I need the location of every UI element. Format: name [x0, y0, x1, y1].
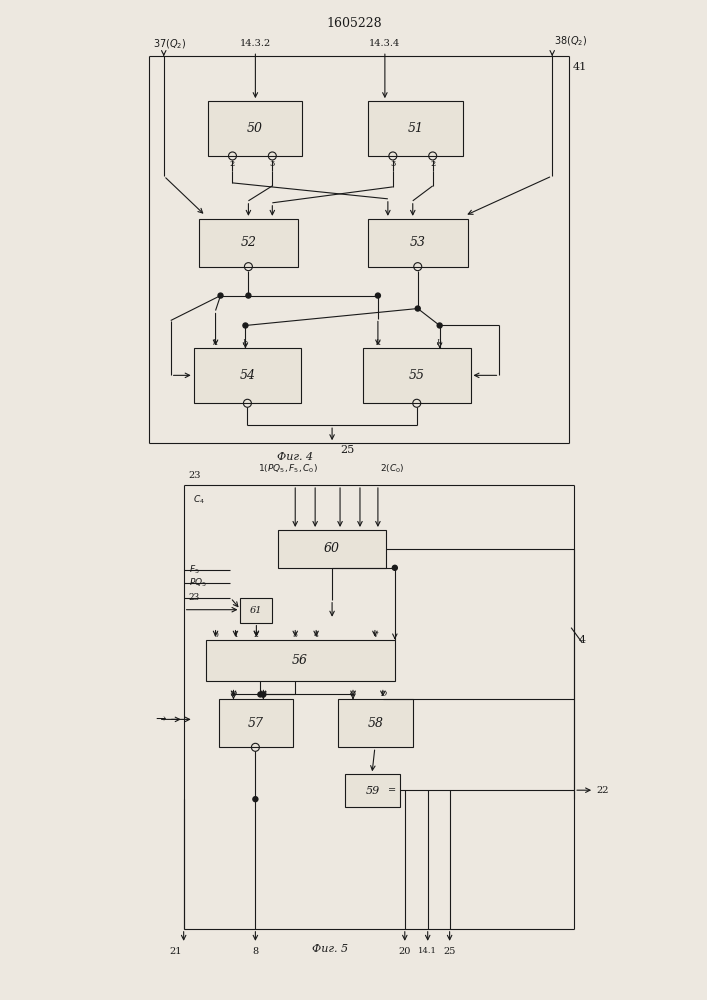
Text: C: C [260, 690, 267, 698]
Circle shape [258, 692, 263, 697]
Text: 4: 4 [579, 635, 586, 645]
Text: 55: 55 [409, 369, 425, 382]
Text: 3: 3 [269, 160, 275, 168]
Text: k: k [243, 339, 248, 347]
Bar [368, 219, 467, 267]
Text: 20: 20 [399, 947, 411, 956]
Text: 51: 51 [407, 122, 423, 135]
Bar [345, 774, 400, 807]
Text: 14.1: 14.1 [419, 947, 437, 955]
Text: 21: 21 [169, 947, 182, 956]
Circle shape [253, 797, 258, 802]
Text: 2: 2 [230, 160, 235, 168]
Text: V: V [372, 631, 378, 639]
Text: 3: 3 [390, 160, 395, 168]
Text: 41: 41 [573, 62, 588, 72]
Text: 1605228: 1605228 [326, 17, 382, 30]
Text: 54: 54 [240, 369, 255, 382]
Text: 61: 61 [250, 606, 262, 615]
Bar [199, 219, 298, 267]
Text: 3: 3 [293, 631, 298, 639]
Circle shape [261, 692, 266, 697]
Bar [363, 348, 471, 403]
Text: 2: 2 [254, 631, 259, 639]
Text: 22: 22 [596, 786, 609, 795]
Text: =: = [387, 786, 396, 795]
Text: 23: 23 [189, 593, 200, 602]
Circle shape [246, 293, 251, 298]
Text: $F_5$: $F_5$ [189, 564, 199, 576]
Text: 56: 56 [292, 654, 308, 667]
Bar [240, 598, 272, 623]
Text: C: C [350, 690, 356, 698]
Bar [218, 699, 293, 747]
Text: $2(C_0)$: $2(C_0)$ [380, 463, 404, 475]
Text: k: k [213, 339, 218, 347]
Text: k: k [437, 339, 442, 347]
Circle shape [415, 306, 420, 311]
Circle shape [243, 323, 248, 328]
Text: 25: 25 [443, 947, 456, 956]
Text: Фиг. 4: Фиг. 4 [277, 452, 313, 462]
Text: 4: 4 [314, 631, 319, 639]
Text: 60: 60 [324, 542, 340, 555]
Text: 50: 50 [247, 122, 263, 135]
Text: $38(Q_2)$: $38(Q_2)$ [554, 35, 588, 48]
Text: 8: 8 [252, 947, 259, 956]
Bar [194, 348, 301, 403]
Text: 1: 1 [233, 631, 238, 639]
Text: $1(PQ_5,F_5,C_0)$: $1(PQ_5,F_5,C_0)$ [258, 463, 318, 475]
Circle shape [375, 293, 380, 298]
Circle shape [437, 323, 442, 328]
Bar [208, 101, 302, 156]
Circle shape [218, 293, 223, 298]
Text: 53: 53 [410, 236, 426, 249]
Text: D: D [230, 690, 237, 698]
Text: Фиг. 5: Фиг. 5 [312, 944, 348, 954]
Text: 14.3.4: 14.3.4 [369, 39, 400, 48]
Text: D: D [380, 690, 386, 698]
Text: 14.3.2: 14.3.2 [240, 39, 271, 48]
Bar [279, 530, 386, 568]
Text: k: k [375, 339, 380, 347]
Text: 59: 59 [366, 786, 380, 796]
Text: 0: 0 [213, 631, 218, 639]
Text: $C_4$: $C_4$ [192, 493, 204, 506]
Bar [368, 101, 462, 156]
Text: 52: 52 [240, 236, 257, 249]
Bar [338, 699, 413, 747]
Text: →: → [156, 713, 165, 726]
Text: $PQ_5$: $PQ_5$ [189, 577, 206, 589]
Circle shape [392, 565, 397, 570]
Bar [206, 640, 395, 681]
Text: 58: 58 [368, 717, 383, 730]
Text: 23: 23 [189, 471, 201, 480]
Text: 2: 2 [430, 160, 436, 168]
Text: 25: 25 [340, 445, 354, 455]
Text: $37(Q_2)$: $37(Q_2)$ [153, 38, 186, 51]
Text: 57: 57 [248, 717, 264, 730]
